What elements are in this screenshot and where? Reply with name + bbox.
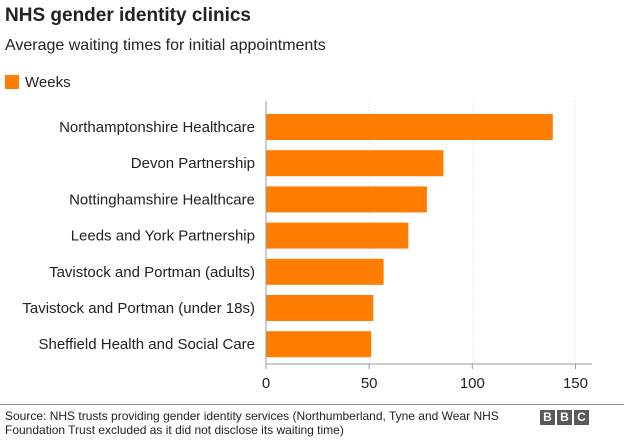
legend-swatch bbox=[5, 75, 19, 89]
category-label: Devon Partnership bbox=[131, 155, 255, 172]
chart-subtitle: Average waiting times for initial appoin… bbox=[5, 37, 326, 54]
category-label: Nottinghamshire Healthcare bbox=[69, 191, 255, 208]
bar bbox=[266, 186, 427, 213]
bar bbox=[266, 258, 384, 285]
bar bbox=[266, 222, 409, 249]
bbc-logo-block: C bbox=[574, 410, 589, 425]
x-tick-label: 150 bbox=[563, 375, 588, 392]
x-tick-label: 100 bbox=[460, 375, 485, 392]
bar-chart: Northamptonshire Healthcare Devon Partner… bbox=[22, 101, 592, 392]
category-label: Northamptonshire Healthcare bbox=[59, 119, 255, 136]
chart-title: NHS gender identity clinics bbox=[5, 5, 251, 26]
legend: Weeks bbox=[5, 73, 71, 91]
bar bbox=[266, 295, 374, 321]
x-tick-label: 50 bbox=[361, 375, 378, 392]
footer-divider bbox=[0, 404, 624, 405]
bar bbox=[266, 150, 444, 177]
category-label: Tavistock and Portman (under 18s) bbox=[22, 300, 255, 317]
category-label: Leeds and York Partnership bbox=[71, 228, 255, 245]
category-label: Sheffield Health and Social Care bbox=[38, 336, 255, 353]
bbc-logo-block: B bbox=[557, 410, 572, 425]
category-label: Tavistock and Portman (adults) bbox=[49, 264, 255, 281]
bar bbox=[266, 331, 372, 358]
source-note: Source: NHS trusts providing gender iden… bbox=[5, 409, 499, 437]
x-tick-label: 0 bbox=[262, 375, 270, 392]
bbc-logo-block: B bbox=[540, 410, 555, 425]
bar bbox=[266, 114, 553, 140]
legend-label: Weeks bbox=[25, 73, 71, 91]
